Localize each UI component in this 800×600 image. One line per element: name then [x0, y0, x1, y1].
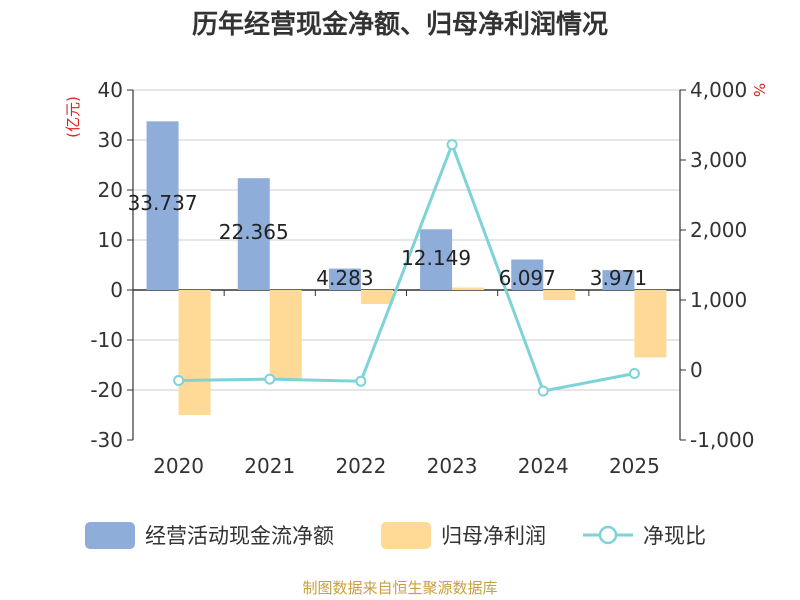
legend-swatch	[85, 522, 135, 549]
legend-swatch	[381, 522, 431, 549]
left-axis-unit: (亿元)	[64, 96, 82, 138]
axes: 40 30 20 10 0 -10 -20 -30 4,000 3,000 2,000 1,000 0 -…	[90, 78, 754, 478]
data-label-cash-flow: 12.149	[401, 246, 471, 270]
data-label-cash-flow: 6.097	[499, 266, 556, 290]
left-tick-label: 20	[98, 178, 123, 202]
right-axis-unit: %	[750, 83, 768, 97]
left-tick-label: 10	[98, 228, 123, 252]
x-tick-label: 2025	[609, 454, 660, 478]
bar-operating-cash-flow	[328, 268, 361, 290]
right-tick-label: 4,000	[690, 78, 747, 102]
bar-net-profit	[543, 290, 576, 300]
bar-operating-cash-flow	[237, 178, 270, 290]
grid-lines	[133, 89, 680, 391]
bar-net-profit	[452, 287, 485, 290]
bar-net-profit	[634, 290, 667, 358]
left-tick-label: 40	[98, 78, 123, 102]
bar-operating-cash-flow	[420, 229, 453, 290]
left-tick-label: -10	[90, 328, 123, 352]
left-tick-label: 30	[98, 128, 123, 152]
legend-marker	[598, 525, 618, 545]
x-tick-label: 2021	[244, 454, 295, 478]
legend: 经营活动现金流净额 归母净利润 净现比	[85, 522, 706, 549]
ratio-point	[446, 139, 458, 151]
left-tick-label: -20	[90, 378, 123, 402]
data-label-cash-flow: 3.971	[590, 266, 647, 290]
legend-label: 归母净利润	[441, 524, 546, 548]
x-tick-label: 2023	[427, 454, 478, 478]
ratio-point	[264, 373, 276, 385]
ratio-point	[628, 368, 640, 379]
right-tick-label: 1,000	[690, 288, 747, 312]
bar-operating-cash-flow	[602, 270, 635, 290]
bars	[146, 121, 667, 415]
ratio-point	[173, 375, 185, 386]
source-note: 制图数据来自恒生聚源数据库	[302, 579, 497, 597]
data-label-cash-flow: 4.283	[316, 266, 373, 290]
right-tick-label: 2,000	[690, 218, 747, 242]
data-label-cash-flow: 33.737	[128, 191, 198, 215]
x-tick-label: 2024	[518, 454, 569, 478]
right-tick-label: 3,000	[690, 148, 747, 172]
right-tick-label: 0	[690, 358, 703, 382]
bar-operating-cash-flow	[511, 259, 544, 290]
bar-net-profit	[178, 290, 211, 415]
bar-operating-cash-flow	[146, 121, 179, 290]
x-tick-label: 2020	[153, 454, 204, 478]
ratio-line	[173, 139, 640, 397]
bar-net-profit	[269, 290, 302, 380]
data-label-cash-flow: 22.365	[219, 220, 289, 244]
legend-label: 经营活动现金流净额	[145, 524, 334, 548]
chart-title: 历年经营现金净额、归母净利润情况	[192, 9, 608, 40]
right-tick-label: -1,000	[690, 428, 754, 452]
left-tick-label: -30	[90, 428, 123, 452]
data-labels: 33.737 22.365 4.283 12.149 6.097 3.971	[128, 191, 647, 290]
ratio-line-path	[178, 140, 635, 393]
x-tick-label: 2022	[335, 454, 386, 478]
left-tick-label: 0	[110, 278, 123, 302]
legend-label: 净现比	[643, 524, 706, 548]
bar-net-profit	[360, 290, 393, 304]
ratio-point	[355, 375, 367, 387]
ratio-point	[537, 385, 549, 397]
